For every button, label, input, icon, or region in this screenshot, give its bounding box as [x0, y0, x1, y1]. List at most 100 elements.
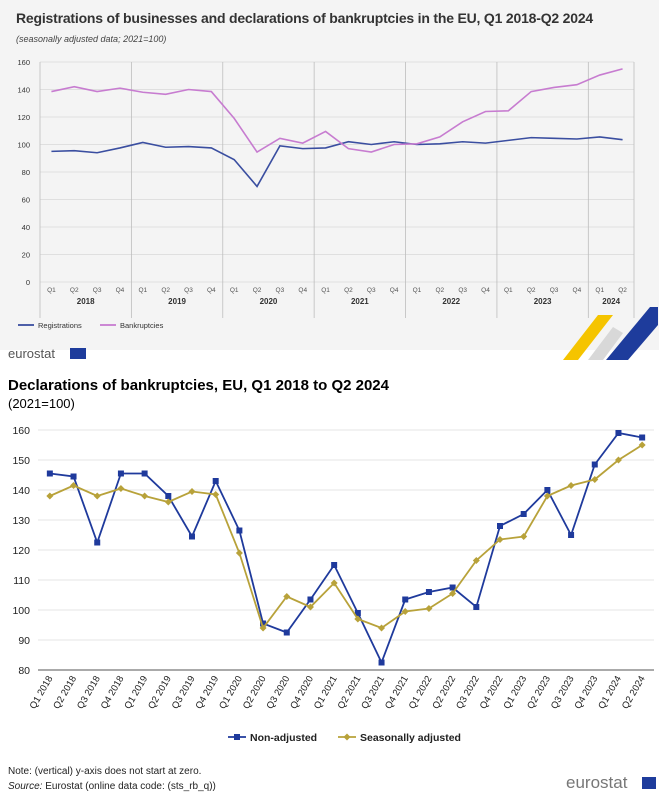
x-tick-label: Q1: [230, 287, 239, 294]
x-tick-label: Q1: [504, 287, 513, 294]
data-point: [425, 589, 432, 595]
x-tick-label: Q3: [184, 287, 193, 294]
data-point: [449, 590, 457, 597]
y-tick-label: 80: [18, 665, 30, 677]
data-point: [378, 624, 386, 632]
y-tick-label: 90: [18, 635, 30, 647]
eu-flag-icon: [70, 348, 86, 359]
series-line: [49, 432, 643, 665]
data-point: [497, 523, 503, 529]
legend-marker: [343, 733, 351, 741]
x-tick-label: Q1: [595, 287, 604, 294]
data-point: [70, 473, 77, 480]
data-point: [141, 492, 149, 500]
x-tick-label: Q3: [367, 287, 376, 294]
year-label: 2022: [442, 297, 460, 306]
data-point: [544, 487, 551, 493]
series-line: [51, 136, 623, 188]
x-tick-label: Q4: [573, 287, 582, 294]
data-point: [638, 441, 646, 449]
x-tick-label: Q2: [253, 287, 262, 294]
chart-1-svg: 0 20 40 60 80 100 120 140 160 Q1 Q2 Q3 Q4 Q1 Q2 Q3 Q4 Q1 Q…: [17, 58, 635, 330]
eurostat-logo-1: eurostat: [8, 346, 55, 361]
x-tick-label: Q2: [344, 287, 353, 294]
data-point: [93, 492, 101, 500]
chart-2-title: Declarations of bankruptcies, EU, Q1 201…: [8, 377, 389, 394]
data-point: [354, 610, 361, 616]
chart-1-title: Registrations of businesses and declarat…: [16, 10, 594, 26]
data-point: [259, 624, 267, 632]
y-tick-label: 20: [22, 251, 30, 260]
y-tick-label: 160: [17, 58, 30, 67]
y-tick-label: 150: [12, 455, 30, 467]
series-line: [51, 68, 623, 154]
x-tick-label: Q1: [413, 287, 422, 294]
legend-label: Bankruptcies: [120, 321, 164, 330]
eurostat-wordmark: eurostat: [8, 346, 55, 361]
data-point: [615, 430, 622, 436]
data-point: [141, 470, 148, 477]
chart-source: Source: Eurostat (online data code: (sts…: [8, 781, 216, 792]
chart-panel-1: Registrations of businesses and declarat…: [0, 0, 659, 360]
data-point: [164, 498, 172, 506]
data-point: [117, 470, 124, 477]
data-point: [46, 492, 54, 500]
series-line: [49, 444, 643, 630]
data-point: [260, 620, 267, 627]
data-point: [235, 549, 243, 557]
y-tick-label: 80: [22, 168, 30, 177]
data-point: [117, 485, 125, 492]
data-point: [425, 605, 433, 612]
x-tick-label: Q4: [116, 287, 125, 294]
x-tick-label: Q4: [298, 287, 307, 294]
x-tick-label: Q3: [458, 287, 467, 294]
data-point: [331, 562, 338, 568]
data-point: [591, 476, 599, 483]
x-tick-label: Q1: [138, 287, 147, 294]
x-tick-label: Q1: [47, 287, 56, 294]
legend-marker: [234, 734, 240, 740]
data-point: [473, 604, 480, 610]
eu-flag-icon: [642, 777, 656, 789]
data-point: [591, 461, 598, 468]
data-point: [520, 533, 528, 540]
data-point: [212, 491, 220, 498]
year-label: 2018: [77, 297, 95, 306]
y-tick-label: 140: [17, 86, 30, 95]
x-tick-label: Q2: [70, 287, 79, 294]
chart-2-subtitle: (2021=100): [8, 396, 75, 411]
data-point: [330, 579, 338, 587]
x-tick-label: Q3: [276, 287, 285, 294]
data-point: [354, 615, 362, 623]
x-tick-label: Q2: [161, 287, 170, 294]
y-tick-label: 130: [12, 515, 30, 527]
x-tick-label: Q2: [435, 287, 444, 294]
chart-note: Note: (vertical) y-axis does not start a…: [8, 766, 202, 777]
data-point: [378, 659, 385, 666]
data-point: [496, 536, 504, 543]
chart-1-subtitle: (seasonally adjusted data; 2021=100): [16, 34, 167, 44]
source-label: Source:: [8, 781, 43, 792]
data-point: [188, 488, 196, 495]
y-tick-label: 0: [26, 278, 30, 287]
y-tick-label: 120: [17, 113, 30, 122]
eurostat-wordmark: eurostat: [566, 773, 628, 792]
year-label: 2023: [534, 297, 552, 306]
data-point: [307, 596, 314, 603]
x-tick-label: Q3: [550, 287, 559, 294]
y-tick-label: 60: [22, 196, 30, 205]
eurostat-logo-2: eurostat: [566, 773, 627, 793]
data-point: [543, 492, 551, 500]
data-point: [165, 493, 172, 499]
legend-label: Registrations: [38, 321, 82, 330]
y-tick-label: 140: [12, 485, 30, 497]
data-point: [520, 511, 527, 517]
x-tick-label: Q2 2024: [620, 674, 648, 711]
data-point: [449, 584, 456, 591]
data-point: [472, 557, 480, 564]
source-text: Eurostat (online data code: (sts_rb_q)): [42, 781, 216, 792]
y-tick-label: 120: [12, 545, 30, 557]
data-point: [189, 533, 195, 540]
data-point: [306, 603, 314, 611]
